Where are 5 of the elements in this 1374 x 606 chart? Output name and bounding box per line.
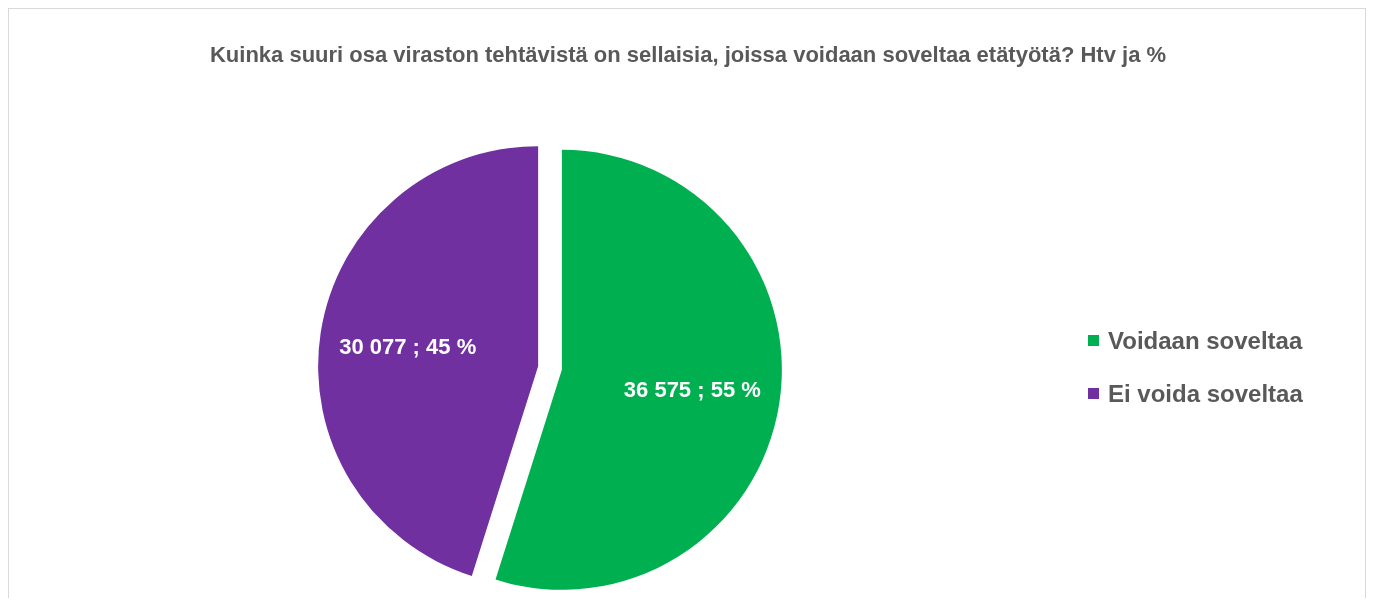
data-label: 36 575 ; 55 % bbox=[623, 377, 761, 403]
chart-title: Kuinka suuri osa viraston tehtävistä on sellaisia, joissa voidaan soveltaa etätyötä? Htv ja % bbox=[209, 42, 1167, 67]
data-label: 30 077 ; 45 % bbox=[339, 333, 477, 359]
legend-label: Voidaan soveltaa bbox=[1108, 326, 1303, 354]
legend-label: Ei voida soveltaa bbox=[1108, 379, 1304, 407]
